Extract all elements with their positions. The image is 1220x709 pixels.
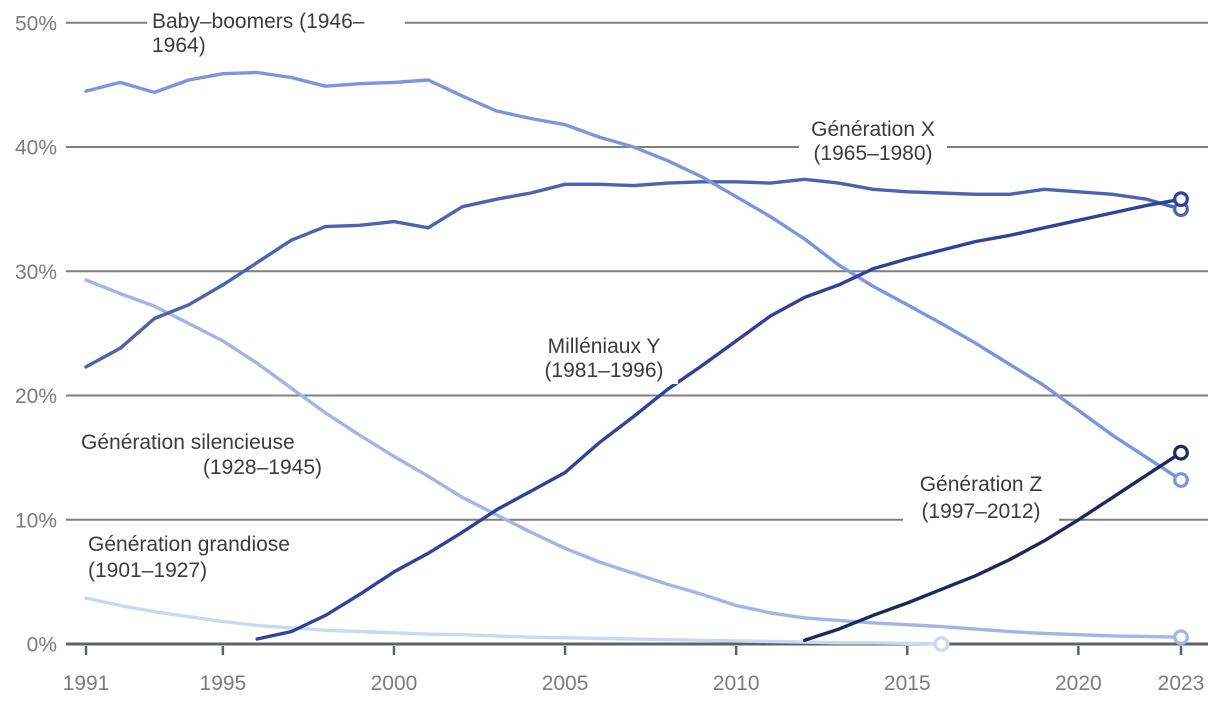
series-endpoint-baby-boomers <box>1173 472 1189 488</box>
series-label-bg-generation-x <box>799 113 947 165</box>
y-tick-label-40pct: 40% <box>15 137 57 160</box>
series-label-milleniaux-y-line2: (1981–1996) <box>544 359 663 382</box>
series-label-baby-boomers-line1: Baby–boomers (1946– <box>152 10 365 33</box>
series-label-baby-boomers-line2: 1964) <box>152 34 206 57</box>
y-tick-label-10pct: 10% <box>15 509 57 532</box>
series-line-generation-x <box>84 177 1183 369</box>
series-label-bg-milleniaux-y <box>528 334 678 384</box>
series-line-baby-boomers <box>84 70 1183 482</box>
series-endpoint-generation-z <box>1173 444 1189 461</box>
series-label-generation-z-line1: Génération Z <box>920 473 1043 496</box>
x-tick-label-1991: 1991 <box>63 672 110 695</box>
series-label-generation-z-line2: (1997–2012) <box>921 500 1040 523</box>
series-line-milleniaux-y <box>255 197 1183 641</box>
series-line-generation-silencieuse <box>84 278 1183 639</box>
x-tick-label-2023: 2023 <box>1158 672 1205 695</box>
series-label-milleniaux-y-line1: Milléniaux Y <box>548 335 661 358</box>
y-tick-label-30pct: 30% <box>15 261 57 284</box>
series-label-generation-grandiose-line1: Génération grandiose <box>88 533 290 556</box>
x-tick-label-2000: 2000 <box>371 672 418 695</box>
series-label-generation-silencieuse-line1: Génération silencieuse <box>81 431 295 454</box>
series-endpoint-generation-silencieuse <box>1173 629 1189 646</box>
y-tick-label-0pct: 0% <box>27 634 57 657</box>
series-line-generation-grandiose <box>84 596 944 646</box>
x-tick-label-2020: 2020 <box>1055 672 1102 695</box>
y-tick-label-20pct: 20% <box>15 385 57 408</box>
series-label-bg-generation-z <box>903 469 1059 523</box>
series-label-generation-silencieuse-line2: (1928–1945) <box>203 456 322 479</box>
x-tick-label-2005: 2005 <box>542 672 589 695</box>
series-label-generation-grandiose-line2: (1901–1927) <box>88 559 207 582</box>
series-endpoint-generation-grandiose <box>933 636 950 652</box>
x-tick-label-2010: 2010 <box>713 672 760 695</box>
series-label-bg-generation-grandiose <box>83 530 323 583</box>
x-tick-label-2015: 2015 <box>884 672 931 695</box>
series-endpoint-milleniaux-y <box>1173 191 1189 208</box>
y-tick-label-50pct: 50% <box>15 12 57 35</box>
series-label-generation-x-line2: (1965–1980) <box>813 142 932 165</box>
series-line-generation-z <box>802 451 1183 642</box>
series-label-bg-baby-boomers <box>147 8 405 59</box>
x-tick-label-1995: 1995 <box>200 672 247 695</box>
series-label-bg-generation-silencieuse <box>76 427 328 480</box>
series-label-generation-x-line1: Génération X <box>811 118 935 141</box>
